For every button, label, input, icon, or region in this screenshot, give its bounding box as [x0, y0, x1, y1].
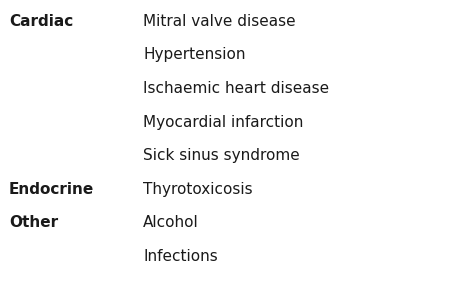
Text: Alcohol: Alcohol [143, 215, 199, 230]
Text: Other: Other [9, 215, 58, 230]
Text: Sick sinus syndrome: Sick sinus syndrome [143, 148, 300, 163]
Text: Myocardial infarction: Myocardial infarction [143, 115, 303, 130]
Text: Hypertension: Hypertension [143, 47, 246, 63]
Text: Endocrine: Endocrine [9, 182, 94, 197]
Text: Thyrotoxicosis: Thyrotoxicosis [143, 182, 252, 197]
Text: Ischaemic heart disease: Ischaemic heart disease [143, 81, 329, 96]
Text: Mitral valve disease: Mitral valve disease [143, 14, 296, 29]
Text: Infections: Infections [143, 249, 218, 264]
Text: Cardiac: Cardiac [9, 14, 74, 29]
